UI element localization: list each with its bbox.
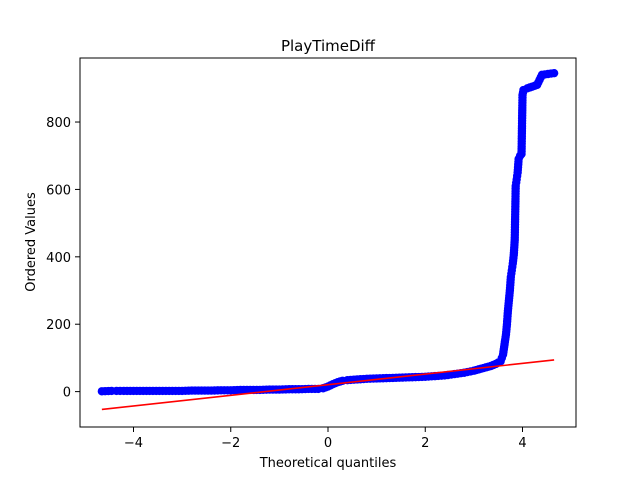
data-point <box>549 68 559 78</box>
x-tick-label: −2 <box>221 436 240 451</box>
x-axis: −4 −2 0 2 4 <box>124 427 527 451</box>
x-tick-label: 4 <box>518 436 526 451</box>
chart-title: PlayTimeDiff <box>281 37 376 55</box>
plot-frame <box>79 57 577 428</box>
y-tick-label: 200 <box>46 318 71 333</box>
x-tick-label: 0 <box>324 436 332 451</box>
x-axis-label: Theoretical quantiles <box>259 456 397 471</box>
points-layer <box>97 68 559 396</box>
fit-line <box>101 359 555 411</box>
x-tick-label: 2 <box>421 436 429 451</box>
fit-line-layer <box>101 359 555 411</box>
y-axis: 0 200 400 600 800 <box>46 116 80 401</box>
y-tick-label: 800 <box>46 116 71 131</box>
y-tick-label: 0 <box>63 386 71 401</box>
y-tick-label: 400 <box>46 251 71 266</box>
y-tick-label: 600 <box>46 183 71 198</box>
y-axis-label: Ordered Values <box>24 192 39 292</box>
x-tick-label: −4 <box>124 436 143 451</box>
